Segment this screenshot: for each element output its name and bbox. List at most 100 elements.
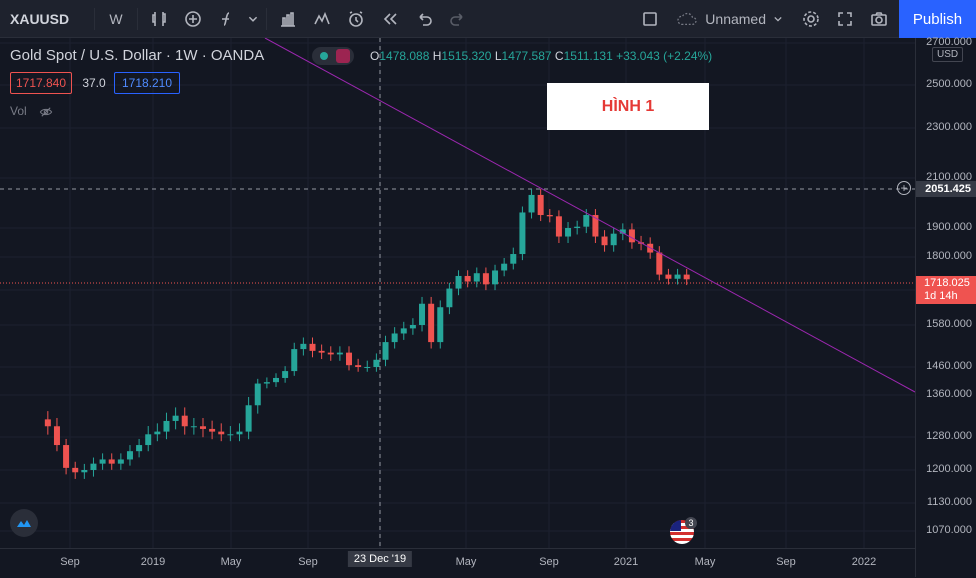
candle-body xyxy=(555,216,562,237)
time-tick-label: Sep xyxy=(60,556,80,568)
compare-icon[interactable] xyxy=(176,0,210,38)
candles-icon[interactable] xyxy=(142,0,176,38)
candle-body xyxy=(610,233,617,246)
candle-body xyxy=(209,428,216,432)
candle-body xyxy=(419,303,426,325)
price-tick-label: 2700.000 xyxy=(926,36,972,48)
candle-body xyxy=(437,307,444,343)
price-chart[interactable] xyxy=(0,38,915,548)
layout-name-label: Unnamed xyxy=(705,10,766,27)
financials-icon[interactable] xyxy=(271,0,305,38)
high-label: H xyxy=(432,49,442,63)
alert-icon[interactable] xyxy=(339,0,373,38)
candle-body xyxy=(53,426,60,446)
bar-countdown: 1d 14h xyxy=(924,290,958,302)
candle-body xyxy=(565,228,572,237)
close-value: 1511.131 xyxy=(563,49,613,63)
candle-body xyxy=(263,382,270,384)
time-tick-label: May xyxy=(220,556,242,568)
plus-icon[interactable]: + xyxy=(897,181,911,195)
time-tick-label: 2019 xyxy=(140,556,166,568)
toggle-wave-icon xyxy=(336,49,350,63)
candle-body xyxy=(63,445,70,468)
candle-body xyxy=(409,325,416,329)
gear-icon[interactable] xyxy=(794,0,828,38)
candle-body xyxy=(674,274,681,279)
publish-button[interactable]: Publish xyxy=(899,0,976,38)
divider xyxy=(94,7,95,30)
replay-icon[interactable] xyxy=(373,0,407,38)
candle-body xyxy=(537,194,544,216)
price-tick-label: 2300.000 xyxy=(926,121,972,133)
low-label: L xyxy=(494,49,502,63)
price-tick-label: 2100.000 xyxy=(926,171,972,183)
redo-icon[interactable] xyxy=(441,0,475,38)
candle-body xyxy=(400,328,407,334)
candle-body xyxy=(601,236,608,246)
candle-body xyxy=(282,371,289,378)
candle-body xyxy=(355,365,362,367)
candle-body xyxy=(163,420,170,432)
candle-body xyxy=(391,333,398,343)
price-tick-label: 1280.000 xyxy=(926,430,972,442)
candle-body xyxy=(81,470,88,473)
layout-name[interactable]: Unnamed xyxy=(667,0,794,38)
fullscreen-toggle-icon[interactable] xyxy=(633,0,667,38)
close-label: C xyxy=(554,49,564,63)
indicator-toggles[interactable] xyxy=(312,47,354,65)
camera-icon[interactable] xyxy=(862,0,896,38)
candle-body xyxy=(619,229,626,234)
low-value: 1477.587 xyxy=(501,49,552,63)
candle-body xyxy=(309,343,316,351)
candle-body xyxy=(254,383,261,406)
undo-icon[interactable] xyxy=(407,0,441,38)
open-value: 1478.088 xyxy=(379,49,430,63)
candle-body xyxy=(190,426,197,428)
price-axis[interactable]: 2700.000 2500.000 2300.000 2100.000 1900.000… xyxy=(915,36,976,577)
candle-body xyxy=(145,434,152,446)
candle-body xyxy=(291,349,298,372)
eye-crossed-icon[interactable] xyxy=(38,105,54,119)
candle-body xyxy=(446,288,453,308)
buy-button[interactable]: 1718.210 xyxy=(114,72,180,94)
toggle-dot-icon xyxy=(320,52,328,60)
candle-body xyxy=(117,459,124,464)
symbol-search[interactable]: XAUUSD xyxy=(10,10,70,27)
time-axis[interactable] xyxy=(0,548,915,578)
candle-body xyxy=(318,350,325,353)
sell-button[interactable]: 1717.840 xyxy=(10,72,72,94)
candle-body xyxy=(683,274,690,280)
candle-body xyxy=(455,275,462,289)
currency-label[interactable]: USD xyxy=(932,47,964,62)
candle-body xyxy=(428,303,435,343)
indicators-icon[interactable] xyxy=(210,0,244,38)
time-tick-label: Sep xyxy=(776,556,796,568)
grid-lines xyxy=(0,38,915,548)
interval-button[interactable]: W xyxy=(109,10,123,27)
candle-body xyxy=(501,263,508,271)
ohlc-values: O1478.088 H1515.320 L1477.587 C1511.131 … xyxy=(370,49,712,63)
trendline[interactable] xyxy=(264,38,915,393)
candle-body xyxy=(99,459,106,464)
open-label: O xyxy=(370,49,380,63)
candle-body xyxy=(181,415,188,427)
candle-body xyxy=(628,229,635,243)
candle-body xyxy=(492,270,499,285)
candle-body xyxy=(172,415,179,421)
candle-body xyxy=(108,459,115,464)
candle-body xyxy=(154,431,161,435)
fullscreen-icon[interactable] xyxy=(828,0,862,38)
time-tick-label: May xyxy=(694,556,716,568)
chevron-down-icon[interactable] xyxy=(244,0,262,38)
tradingview-logo-icon[interactable] xyxy=(10,509,38,537)
candle-body xyxy=(199,426,206,429)
templates-icon[interactable] xyxy=(305,0,339,38)
last-price-value: 1718.025 xyxy=(924,277,970,289)
candle-body xyxy=(364,367,371,368)
candle-body xyxy=(300,343,307,350)
time-tick-label: May xyxy=(455,556,477,568)
time-tick-label: Sep xyxy=(539,556,559,568)
candle-body xyxy=(382,342,389,360)
candle-body xyxy=(583,215,590,227)
price-tick-label: 1360.000 xyxy=(926,388,972,400)
